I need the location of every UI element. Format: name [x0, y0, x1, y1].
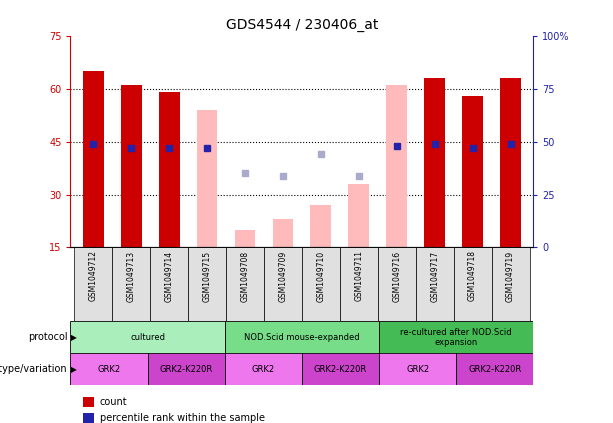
Text: GSM1049710: GSM1049710	[316, 250, 326, 302]
Bar	[150, 247, 188, 321]
Bar	[348, 184, 369, 247]
Bar	[225, 353, 302, 385]
Text: ▶: ▶	[71, 333, 77, 342]
Bar	[70, 321, 225, 353]
Text: GSM1049708: GSM1049708	[240, 250, 249, 302]
Text: GSM1049712: GSM1049712	[89, 250, 97, 302]
Title: GDS4544 / 230406_at: GDS4544 / 230406_at	[226, 18, 378, 32]
Bar	[264, 247, 302, 321]
Bar	[235, 230, 256, 247]
Text: NOD.Scid mouse-expanded: NOD.Scid mouse-expanded	[244, 333, 360, 342]
Text: cultured: cultured	[130, 333, 165, 342]
Bar	[456, 353, 533, 385]
Bar	[83, 71, 104, 247]
Bar	[454, 247, 492, 321]
Bar	[416, 247, 454, 321]
Bar	[424, 78, 445, 247]
Bar	[188, 247, 226, 321]
Bar	[225, 321, 379, 353]
Bar	[226, 247, 264, 321]
Bar	[386, 85, 407, 247]
Text: ▶: ▶	[71, 365, 77, 374]
Bar	[379, 321, 533, 353]
Bar	[159, 92, 180, 247]
Bar	[273, 219, 294, 247]
Bar	[462, 96, 483, 247]
Bar	[378, 247, 416, 321]
Bar	[310, 205, 331, 247]
Text: GSM1049718: GSM1049718	[468, 250, 477, 302]
Bar	[74, 247, 112, 321]
Bar	[379, 353, 456, 385]
Bar	[112, 247, 150, 321]
Bar	[302, 247, 340, 321]
Text: genotype/variation: genotype/variation	[0, 364, 67, 374]
Text: GSM1049711: GSM1049711	[354, 250, 364, 302]
Text: protocol: protocol	[28, 332, 67, 342]
Text: GRK2-K220R: GRK2-K220R	[468, 365, 522, 374]
Text: GSM1049719: GSM1049719	[506, 250, 515, 302]
Bar	[121, 85, 142, 247]
Bar	[492, 247, 530, 321]
Text: GSM1049709: GSM1049709	[278, 250, 287, 302]
Text: GRK2: GRK2	[406, 365, 429, 374]
Text: GSM1049716: GSM1049716	[392, 250, 402, 302]
Bar	[340, 247, 378, 321]
Bar	[197, 110, 218, 247]
Text: GSM1049714: GSM1049714	[165, 250, 173, 302]
Text: GSM1049715: GSM1049715	[202, 250, 211, 302]
Bar	[500, 78, 521, 247]
Text: percentile rank within the sample: percentile rank within the sample	[100, 413, 265, 423]
Bar	[302, 353, 379, 385]
Text: GSM1049713: GSM1049713	[127, 250, 135, 302]
Bar	[148, 353, 225, 385]
Bar	[70, 353, 148, 385]
Text: GSM1049717: GSM1049717	[430, 250, 439, 302]
Text: GRK2-K220R: GRK2-K220R	[314, 365, 367, 374]
Text: count: count	[100, 397, 128, 407]
Text: GRK2: GRK2	[252, 365, 275, 374]
Text: GRK2-K220R: GRK2-K220R	[159, 365, 213, 374]
Text: re-cultured after NOD.Scid
expansion: re-cultured after NOD.Scid expansion	[400, 328, 512, 347]
Text: GRK2: GRK2	[97, 365, 121, 374]
